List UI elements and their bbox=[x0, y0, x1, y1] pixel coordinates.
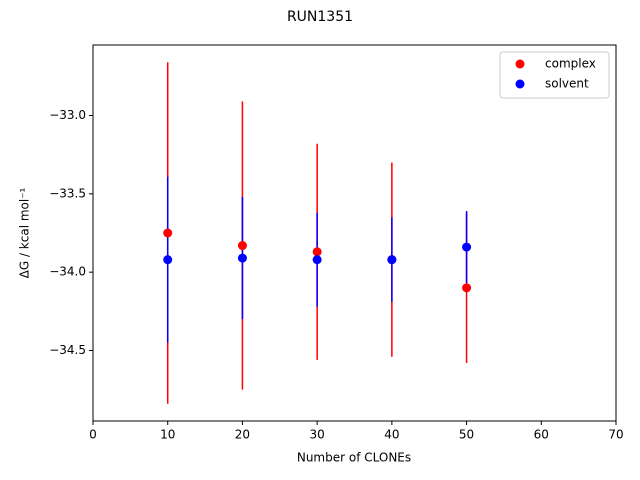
y-tick-label: −34.0 bbox=[49, 265, 86, 279]
x-tick-label: 30 bbox=[310, 428, 325, 442]
chart-title: RUN1351 bbox=[287, 9, 353, 25]
x-tick-label: 70 bbox=[608, 428, 623, 442]
point bbox=[387, 255, 397, 265]
y-tick-label: −34.5 bbox=[49, 343, 86, 357]
point bbox=[462, 283, 472, 293]
point bbox=[237, 253, 247, 263]
point bbox=[163, 255, 173, 265]
x-tick-label: 20 bbox=[235, 428, 250, 442]
legend-label: complex bbox=[545, 57, 596, 71]
y-tick-label: −33.0 bbox=[49, 108, 86, 122]
x-tick-label: 0 bbox=[89, 428, 97, 442]
point bbox=[462, 242, 472, 252]
x-tick-label: 10 bbox=[160, 428, 175, 442]
x-tick-label: 40 bbox=[384, 428, 399, 442]
x-axis-label: Number of CLONEs bbox=[297, 451, 411, 465]
point bbox=[163, 228, 173, 238]
point bbox=[237, 241, 247, 251]
legend-box bbox=[499, 51, 610, 99]
point bbox=[312, 255, 322, 265]
y-axis-label: ΔG / kcal mol⁻¹ bbox=[18, 187, 32, 278]
legend-marker bbox=[515, 79, 525, 89]
legend-label: solvent bbox=[545, 77, 589, 91]
plot-frame bbox=[92, 44, 617, 422]
x-tick-label: 50 bbox=[459, 428, 474, 442]
x-tick-label: 60 bbox=[534, 428, 549, 442]
legend-marker bbox=[515, 59, 525, 69]
y-tick-label: −33.5 bbox=[49, 186, 86, 200]
point bbox=[312, 247, 322, 257]
